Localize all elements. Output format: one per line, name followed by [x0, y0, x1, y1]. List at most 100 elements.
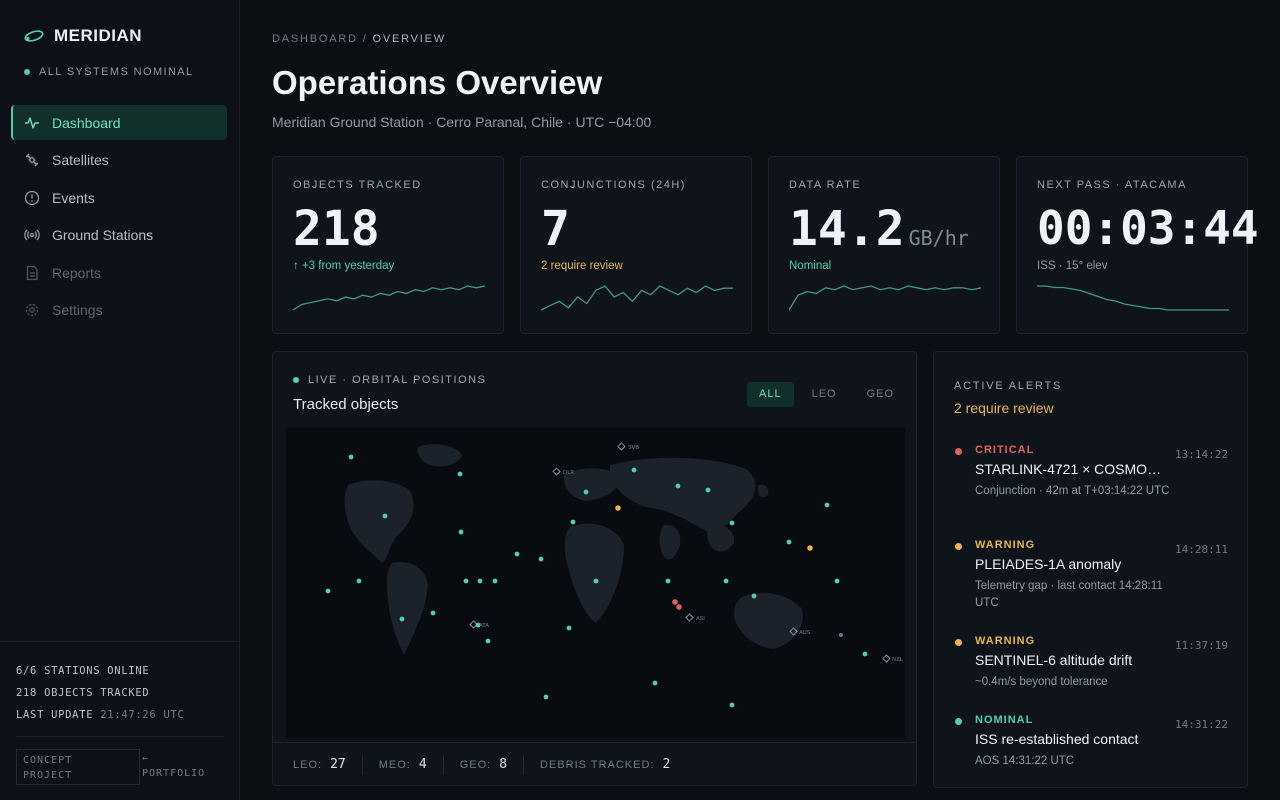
- kpi-number: 218: [293, 201, 380, 257]
- satellite-marker[interactable]: [834, 578, 840, 584]
- count-key: MEO:: [378, 759, 411, 771]
- satellite-marker[interactable]: [382, 513, 388, 519]
- satellite-marker[interactable]: [538, 556, 544, 562]
- kpi-sparkline: [1037, 285, 1229, 311]
- satellite-marker[interactable]: [652, 680, 658, 686]
- satellite-marker[interactable]: [593, 578, 599, 584]
- filter-geo[interactable]: GEO: [866, 388, 895, 400]
- satellite-marker[interactable]: [514, 551, 520, 557]
- nav-label: Ground Stations: [52, 227, 154, 243]
- satellite-marker[interactable]: [475, 622, 481, 628]
- satellite-marker[interactable]: [631, 467, 637, 473]
- satellite-marker-warning[interactable]: [807, 545, 813, 551]
- kpi-card-data-rate[interactable]: DATA RATE 14.2 GB/hr Nominal: [768, 156, 1000, 334]
- kpi-unit: GB/hr: [908, 226, 969, 250]
- nav-label: Reports: [52, 264, 102, 281]
- nav-item-events[interactable]: Events: [11, 180, 227, 215]
- breadcrumb-root[interactable]: DASHBOARD: [272, 33, 358, 45]
- nav-item-satellites[interactable]: Satellites: [11, 143, 227, 178]
- alerts-subtitle: 2 require review: [954, 400, 1054, 416]
- satellite-marker[interactable]: [492, 578, 498, 584]
- satellite-marker[interactable]: [543, 694, 549, 700]
- satellite-marker[interactable]: [786, 539, 792, 545]
- satellite-marker[interactable]: [477, 578, 483, 584]
- satellite-marker[interactable]: [751, 593, 757, 599]
- satellite-marker[interactable]: [675, 483, 681, 489]
- kpi-note: ↑ +3 from yesterday: [293, 260, 395, 272]
- nav-item-reports[interactable]: Reports: [11, 255, 227, 290]
- debris-marker[interactable]: [839, 633, 843, 637]
- satellite-marker[interactable]: [729, 520, 735, 526]
- kpi-number: 7: [541, 201, 570, 257]
- kpi-card-conjunctions[interactable]: CONJUNCTIONS (24H) 7 2 require review: [520, 156, 752, 334]
- alert-item[interactable]: NOMINAL 14:31:22 ISS re-established cont…: [954, 714, 1232, 774]
- system-status-label: ALL SYSTEMS NOMINAL: [39, 66, 194, 78]
- kpi-note: 2 require review: [541, 260, 623, 272]
- station-asi[interactable]: ASI: [685, 613, 705, 622]
- satellite-marker[interactable]: [862, 651, 868, 657]
- kpi-value: 00:03:44: [1037, 201, 1259, 255]
- station-ata[interactable]: ATA: [469, 620, 489, 629]
- station-stats: 6/6 STATIONS ONLINE 218 OBJECTS TRACKED …: [16, 660, 185, 726]
- satellite-marker[interactable]: [729, 702, 735, 708]
- alert-description: Conjunction · 42m at T+03:14:22 UTC: [975, 485, 1170, 497]
- world-map[interactable]: SVB DLR ATA NZL AUS ASI: [286, 427, 905, 738]
- alert-severity: WARNING: [975, 539, 1036, 551]
- gear-icon: [25, 303, 39, 317]
- satellite-marker[interactable]: [457, 471, 463, 477]
- orbit-filter-tabs: ALL LEO GEO: [747, 382, 906, 407]
- status-dot-icon: [24, 69, 30, 75]
- satellite-marker-critical[interactable]: [672, 599, 678, 605]
- satellite-marker[interactable]: [723, 578, 729, 584]
- nav-label: Dashboard: [52, 114, 121, 131]
- satellite-marker[interactable]: [824, 502, 830, 508]
- portfolio-label: PORTFOLIO: [142, 768, 206, 779]
- kpi-card-next-pass[interactable]: NEXT PASS · ATACAMA 00:03:44 ISS · 15° e…: [1016, 156, 1259, 334]
- filter-leo[interactable]: LEO: [811, 388, 837, 400]
- nav-item-ground-stations[interactable]: Ground Stations: [11, 218, 227, 253]
- satellites: [325, 454, 868, 708]
- satellite-marker[interactable]: [348, 454, 354, 460]
- satellite-marker[interactable]: [399, 616, 405, 622]
- satellite-marker[interactable]: [705, 487, 711, 493]
- alert-item[interactable]: WARNING 14:28:11 PLEIADES-1A anomaly Tel…: [954, 539, 1232, 609]
- count-debris: DEBRIS TRACKED: 2: [540, 755, 686, 775]
- sidebar-footer: 6/6 STATIONS ONLINE 218 OBJECTS TRACKED …: [0, 641, 239, 785]
- kpi-label: DATA RATE: [789, 179, 862, 191]
- nav-item-dashboard[interactable]: Dashboard: [11, 105, 227, 140]
- station-dlr[interactable]: DLR: [552, 467, 574, 476]
- satellite-marker[interactable]: [566, 625, 572, 631]
- station-aus[interactable]: AUS: [789, 627, 811, 636]
- satellite-marker[interactable]: [430, 610, 436, 616]
- alert-time: 14:28:11: [1175, 543, 1228, 556]
- nav-item-settings[interactable]: Settings: [11, 293, 227, 328]
- satellite-marker[interactable]: [665, 578, 671, 584]
- kpi-number: 14.2: [789, 201, 905, 257]
- satellite-marker[interactable]: [570, 519, 576, 525]
- alert-item[interactable]: CRITICAL 13:14:22 STARLINK-4721 × COSMOS…: [954, 444, 1232, 514]
- continent-india: [659, 524, 681, 560]
- breadcrumb-current: OVERVIEW: [372, 33, 446, 45]
- orbital-map-panel: LIVE · ORBITAL POSITIONS Tracked objects…: [272, 351, 917, 786]
- sparkline-path: [293, 285, 485, 311]
- kpi-card-objects-tracked[interactable]: OBJECTS TRACKED 218 ↑ +3 from yesterday: [272, 156, 504, 334]
- satellite-marker[interactable]: [356, 578, 362, 584]
- footer-divider: [16, 736, 224, 737]
- alert-severity: NOMINAL: [975, 714, 1034, 726]
- portfolio-link[interactable]: ← PORTFOLIO: [142, 751, 205, 781]
- alert-item[interactable]: WARNING 11:37:19 SENTINEL-6 altitude dri…: [954, 635, 1232, 695]
- count-value: 4: [418, 757, 427, 772]
- filter-all[interactable]: ALL: [747, 382, 794, 407]
- satellite-marker[interactable]: [463, 578, 469, 584]
- satellite-marker[interactable]: [583, 489, 589, 495]
- station-nzl[interactable]: NZL: [882, 654, 904, 663]
- station-svb[interactable]: SVB: [617, 442, 639, 451]
- satellite-marker-warning[interactable]: [615, 505, 621, 511]
- satellite-marker[interactable]: [485, 638, 491, 644]
- satellite-marker[interactable]: [458, 529, 464, 535]
- satellite-marker[interactable]: [325, 588, 331, 594]
- sparkline-path: [541, 285, 733, 311]
- satellite-marker-critical[interactable]: [676, 604, 682, 610]
- brand[interactable]: MERIDIAN: [24, 26, 142, 46]
- alerts-title: ACTIVE ALERTS: [954, 380, 1063, 392]
